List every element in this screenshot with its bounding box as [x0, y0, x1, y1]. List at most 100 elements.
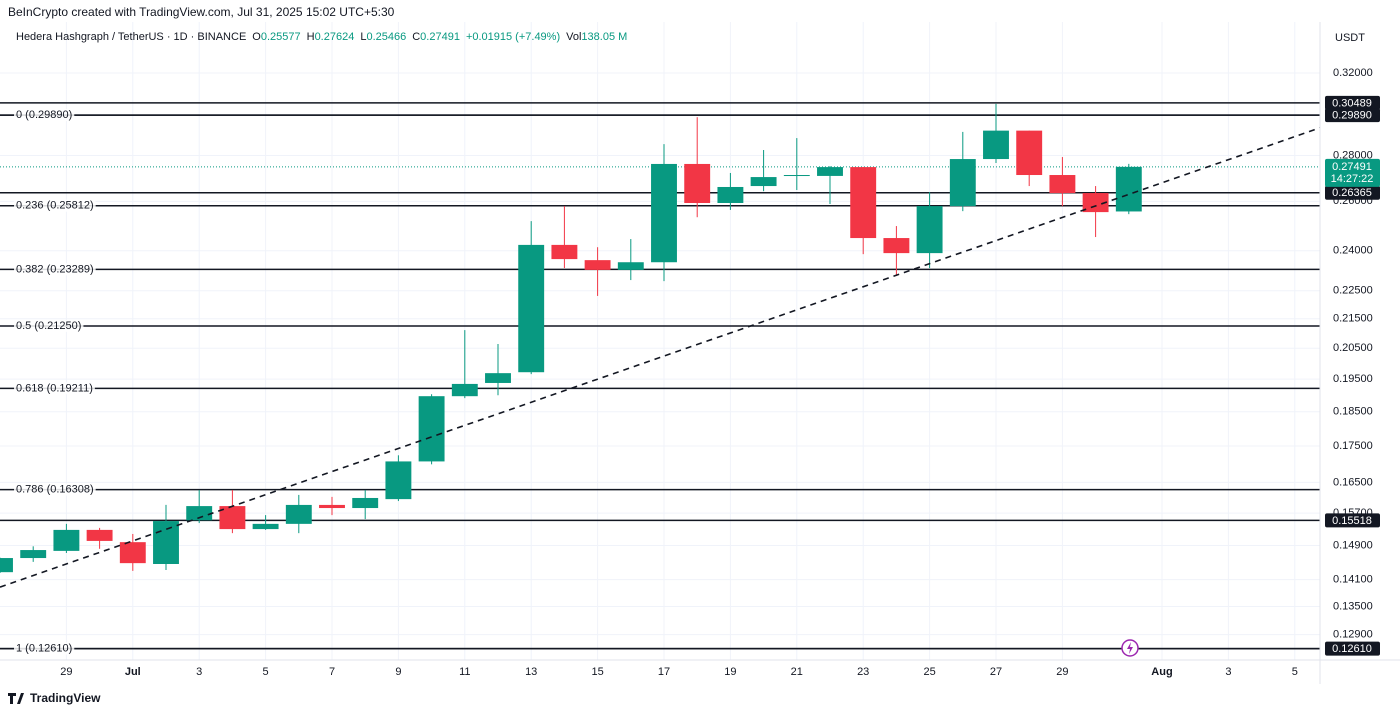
legend-value: 0.27624	[315, 31, 355, 43]
legend-value: 0.25577	[261, 31, 301, 43]
fib-label: 0.382 (0.23289)	[16, 263, 94, 275]
x-tick-label: 29	[1056, 666, 1068, 678]
x-tick-label: 15	[591, 666, 603, 678]
candle-body	[983, 130, 1009, 160]
y-tick-label: 0.16500	[1333, 476, 1373, 488]
legend-volume: 138.05 M	[581, 31, 627, 43]
candle-body	[451, 383, 478, 397]
x-tick-label: 27	[990, 666, 1002, 678]
price-box-label: 0.30489	[1332, 97, 1372, 109]
candle-body	[817, 167, 843, 176]
x-tick-label: 13	[525, 666, 537, 678]
x-tick-label: 25	[923, 666, 935, 678]
candle-body	[1082, 193, 1109, 213]
x-tick-label: 5	[1292, 666, 1298, 678]
price-box-label: 0.26365	[1332, 187, 1372, 199]
price-box	[1325, 95, 1380, 110]
fib-label: 0 (0.29890)	[16, 109, 72, 121]
price-box-label: 0.15518	[1332, 515, 1372, 527]
y-tick-label: 0.22500	[1333, 285, 1373, 297]
legend-label: L	[360, 31, 366, 43]
candle-body	[651, 163, 677, 263]
x-tick-label: Jul	[125, 666, 141, 678]
y-tick-label: 0.32000	[1333, 67, 1373, 79]
legend-value: 0.25466	[366, 31, 406, 43]
legend-label: O	[252, 31, 261, 43]
x-tick-label: 19	[724, 666, 736, 678]
currency-label: USDT	[1335, 32, 1365, 44]
last-price-label: 0.27491	[1332, 161, 1372, 173]
legend-label: Vol	[566, 31, 581, 43]
x-tick-label: Aug	[1151, 666, 1172, 678]
candle-body	[850, 167, 877, 239]
y-tick-label: 0.14900	[1333, 539, 1373, 551]
candle-body	[518, 244, 545, 373]
candle-body	[418, 396, 445, 462]
x-tick-label: 29	[60, 666, 72, 678]
x-tick-label: 5	[263, 666, 269, 678]
fib-label: 0.786 (0.16308)	[16, 484, 94, 496]
fib-label: 1 (0.12610)	[16, 643, 72, 655]
footer: TradingView	[30, 691, 101, 705]
y-tick-label: 0.19500	[1333, 373, 1373, 385]
y-tick-label: 0.14100	[1333, 573, 1373, 585]
x-tick-label: 23	[857, 666, 869, 678]
legend-label: C	[412, 31, 420, 43]
legend: Hedera Hashgraph / TetherUS · 1D · BINAN…	[16, 31, 627, 43]
price-box	[1325, 513, 1380, 528]
y-tick-label: 0.20500	[1333, 342, 1373, 354]
fib-label: 0.618 (0.19211)	[16, 382, 93, 394]
candle-body	[219, 506, 246, 530]
price-box-label: 0.29890	[1332, 110, 1372, 122]
candle-body	[385, 461, 412, 500]
fib-label-bg	[14, 382, 95, 395]
x-tick-label: 21	[791, 666, 803, 678]
candle-body	[252, 523, 279, 530]
candle-body	[717, 186, 744, 203]
candle-body	[551, 244, 578, 260]
symbol: Hedera Hashgraph / TetherUS · 1D · BINAN…	[16, 31, 246, 43]
candle-body	[86, 529, 113, 541]
candle-body	[684, 163, 711, 203]
footer-logo	[8, 693, 24, 704]
fib-label: 0.236 (0.25812)	[16, 200, 94, 212]
candle-body	[285, 504, 312, 524]
price-box-label: 0.12610	[1332, 643, 1372, 655]
candle-body	[485, 373, 511, 383]
event-marker[interactable]	[1121, 639, 1139, 657]
candle-body	[1016, 130, 1043, 176]
candle-body	[1049, 175, 1076, 194]
y-tick-label: 0.28000	[1333, 149, 1373, 161]
fib-label-bg	[14, 109, 75, 122]
candle-body	[883, 238, 910, 254]
legend-change: +0.01915 (+7.49%)	[466, 31, 560, 43]
candle-body	[1115, 166, 1142, 212]
price-box	[1325, 185, 1380, 200]
fib-label-bg	[14, 263, 96, 276]
y-tick-label: 0.24000	[1333, 245, 1373, 257]
countdown-label: 14:27:22	[1331, 173, 1374, 185]
candle-body	[186, 506, 213, 521]
x-tick-label: 3	[1225, 666, 1231, 678]
candle-body	[949, 159, 976, 207]
x-tick-label: 3	[196, 666, 202, 678]
candle-body	[319, 504, 345, 509]
fib-label-bg	[14, 642, 75, 655]
y-tick-label: 0.13500	[1333, 600, 1373, 612]
fib-label: 0.5 (0.21250)	[16, 320, 81, 332]
x-tick-label: 17	[658, 666, 670, 678]
legend-label: H	[307, 31, 315, 43]
candle-body	[584, 260, 611, 270]
candle-body	[20, 550, 47, 559]
candle-body	[0, 558, 13, 573]
candle-body	[783, 175, 810, 177]
y-tick-label: 0.12900	[1333, 628, 1373, 640]
fib-label-bg	[14, 319, 84, 332]
candle-body	[750, 177, 777, 187]
x-tick-label: 11	[459, 666, 470, 678]
price-box	[1325, 641, 1380, 656]
candle-body	[53, 529, 80, 551]
x-tick-label: 9	[395, 666, 401, 678]
trendline	[0, 127, 1320, 588]
